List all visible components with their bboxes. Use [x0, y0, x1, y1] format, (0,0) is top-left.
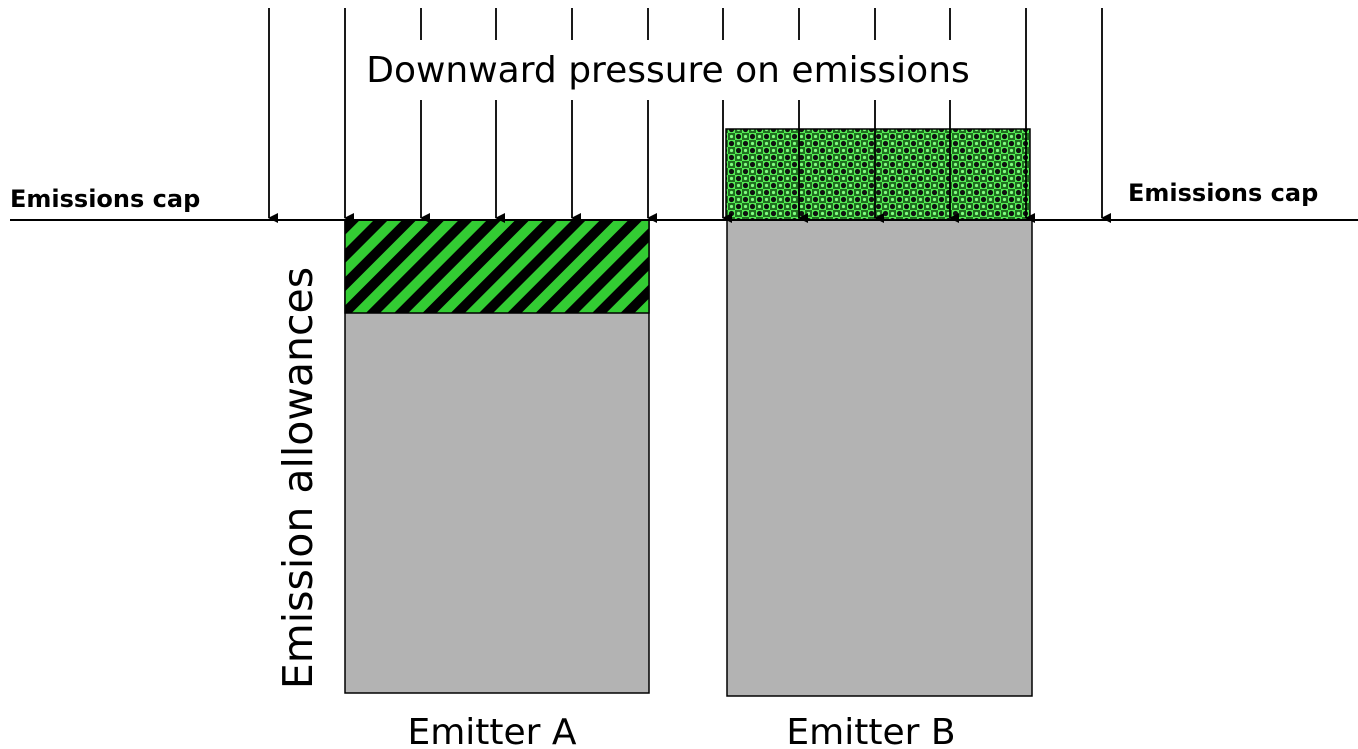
emitter-a-label: Emitter A	[407, 712, 576, 749]
emitter-b-bar	[726, 219, 1033, 697]
emitter-a-surplus-hatch	[344, 219, 650, 314]
cap-label-left: Emissions cap	[10, 185, 200, 213]
emitter-b-label: Emitter B	[786, 712, 955, 749]
emitter-b-excess-checker	[725, 128, 1031, 221]
pressure-label: Downward pressure on emissions	[366, 50, 970, 91]
cap-label-right: Emissions cap	[1128, 179, 1318, 207]
pressure-arrows	[268, 8, 1111, 223]
y-axis-label: Emission allowances	[274, 267, 322, 689]
